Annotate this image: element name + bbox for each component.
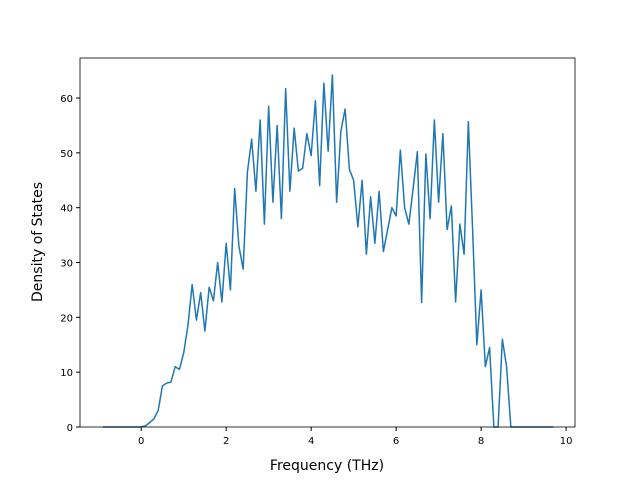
y-tick-label: 50 — [60, 149, 73, 160]
plot-frame — [79, 57, 576, 428]
x-tick-label: 10 — [560, 436, 573, 447]
y-tick-label: 0 — [67, 423, 73, 434]
x-tick-label: 6 — [393, 436, 399, 447]
y-tick-label: 30 — [60, 259, 73, 270]
y-tick-label: 10 — [60, 368, 73, 379]
x-tick-label: 4 — [308, 436, 314, 447]
y-tick-label: 60 — [60, 94, 73, 105]
x-axis-label: Frequency (THz) — [270, 458, 384, 474]
line-series — [102, 74, 554, 428]
x-tick-label: 0 — [138, 436, 144, 447]
y-axis-label: Density of States — [30, 182, 46, 302]
y-tick-label: 40 — [60, 204, 73, 215]
x-tick-label: 2 — [223, 436, 229, 447]
x-tick-label: 8 — [478, 436, 484, 447]
y-tick-label: 20 — [60, 313, 73, 324]
